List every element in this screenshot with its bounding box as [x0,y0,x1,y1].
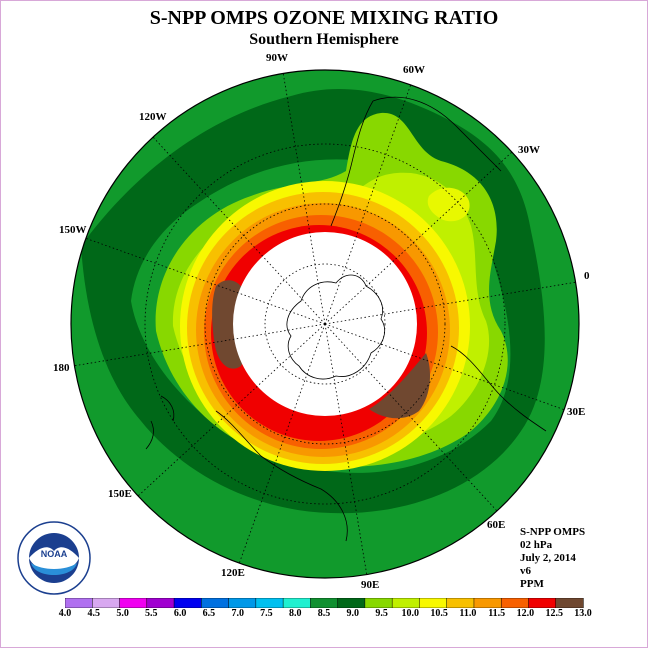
colorbar-label: 7.5 [260,608,273,619]
colorbar-label: 8.5 [317,608,331,619]
info-units: PPM [520,578,544,590]
colorbar-segment [92,598,121,608]
colorbar-segment [500,598,530,608]
africa-coastline [450,345,547,432]
map-border [70,69,580,579]
south-america-coastline [330,96,502,227]
info-pressure: 02 hPa [520,539,553,551]
noaa-logo-text: NOAA [41,549,68,559]
colorbar-label: 6.0 [173,608,187,619]
colorbar-segment [255,598,284,608]
lon-label-60e: 60E [487,519,506,531]
lon-label-180: 180 [53,362,70,374]
info-instrument: S-NPP OMPS [520,526,586,538]
colorbar-segment [528,598,557,608]
colorbar-segment [473,598,502,608]
lon-label-90e: 90E [361,579,380,591]
ozone-band-8-5 [81,88,545,514]
ozone-spot-9-5 [427,187,470,222]
info-date: July 2, 2014 [520,552,576,564]
colorbar-label: 11.5 [488,608,506,619]
colorbar-segment [310,598,339,608]
colorbar-label: 8.0 [288,608,302,619]
colorbar-segment [282,598,312,608]
ozone-field [71,70,579,578]
lon-label-30w: 30W [518,144,540,156]
colorbar-label: 12.0 [516,608,535,619]
colorbar-label: 10.5 [430,608,448,619]
colorbar-label: 4.5 [87,608,101,619]
colorbar-segment [391,598,421,608]
colorbar-segment [419,598,448,608]
lon-label-60w: 60W [403,64,425,76]
coastlines [145,96,547,542]
colorbar-label: 9.0 [346,608,360,619]
colorbar-label: 12.5 [545,608,563,619]
colorbar-label: 11.0 [459,608,477,619]
colorbar-segment [146,598,175,608]
lon-label-150e: 150E [108,488,132,500]
colorbar-segment [173,598,202,608]
australia-coastline [215,410,348,542]
map-title: S-NPP OMPS OZONE MIXING RATIO [149,7,499,29]
colorbar-segment [228,598,257,608]
colorbar-label: 10.0 [401,608,420,619]
lon-label-150w: 150W [59,224,87,236]
colorbar-label: 13.0 [574,608,592,619]
colorbar-label: 6.5 [202,608,216,619]
colorbar-segment [364,598,393,608]
ozone-max-east [369,353,431,419]
colorbar-label: 7.0 [231,608,244,619]
new-zealand-coastline [145,395,175,450]
map-subtitle: Southern Hemisphere [249,31,399,48]
colorbar [65,598,584,608]
lon-label-0: 0 [584,270,590,282]
graticule [72,71,578,577]
antarctica-coastline [286,274,385,380]
colorbar-segment [65,598,93,608]
colorbar-label: 5.5 [145,608,158,619]
colorbar-segment [201,598,230,608]
colorbar-label: 5.0 [116,608,129,619]
colorbar-label: 4.0 [58,608,72,619]
colorbar-segment [555,598,584,608]
colorbar-segment [446,598,475,608]
colorbar-segment [337,598,366,608]
lon-label-120e: 120E [221,567,245,579]
lon-label-120w: 120W [139,111,167,123]
lon-label-30e: 30E [567,406,586,418]
lon-label-90w: 90W [266,52,288,64]
info-block: S-NPP OMPS 02 hPa July 2, 2014 v6 PPM [520,526,585,591]
colorbar-label: 9.5 [375,608,388,619]
colorbar-segment [119,598,148,608]
info-version: v6 [520,565,531,577]
noaa-logo: NOAA [17,521,91,595]
